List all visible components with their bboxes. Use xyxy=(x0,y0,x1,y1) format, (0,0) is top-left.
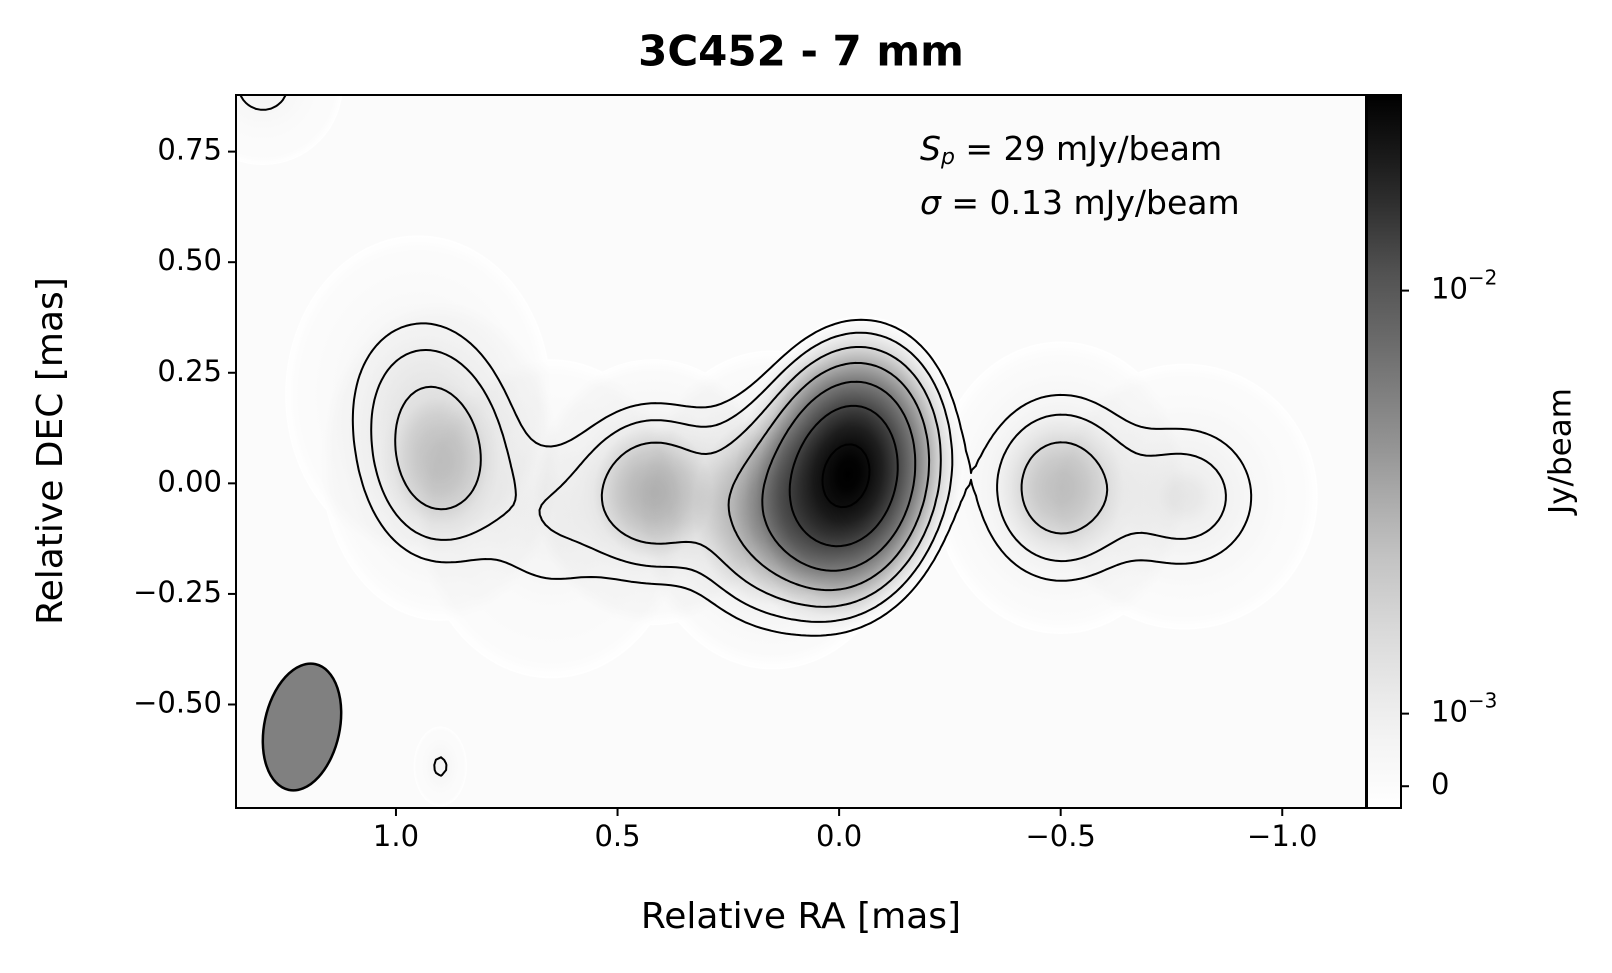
y-tick-label: −0.25 xyxy=(133,575,222,609)
contour xyxy=(761,380,917,572)
annotation-subscript: p xyxy=(940,145,955,170)
component xyxy=(1051,363,1318,630)
colorbar-label: Jy/beam xyxy=(1543,388,1579,516)
component xyxy=(413,726,467,807)
annotation: Sp = 29 mJy/beam xyxy=(920,129,1222,171)
annotation-text: = 29 mJy/beam xyxy=(955,129,1222,168)
component xyxy=(285,235,552,555)
annotation-symbol: S xyxy=(920,129,941,168)
annotation-symbol: σ xyxy=(920,183,942,222)
x-tick-label: 0.5 xyxy=(594,819,640,853)
x-tick-label: −0.5 xyxy=(1025,819,1095,853)
tick-exponent: −2 xyxy=(1468,265,1497,289)
x-tick-label: 1.0 xyxy=(373,819,419,853)
x-axis-label: Relative RA [mas] xyxy=(641,896,961,937)
annotation-text: = 0.13 mJy/beam xyxy=(941,183,1240,222)
y-tick-label: 0.50 xyxy=(157,243,222,277)
y-tick-label: −0.50 xyxy=(133,686,222,720)
component xyxy=(236,95,343,166)
x-tick-label: −1.0 xyxy=(1247,819,1317,853)
chart-title: 3C452 - 7 mm xyxy=(638,27,964,76)
colorbar-tick-label: 10−3 xyxy=(1431,688,1497,729)
contour xyxy=(788,404,899,548)
y-axis-label: Relative DEC [mas] xyxy=(30,277,71,625)
contour xyxy=(821,443,871,509)
tick-base: 10 xyxy=(1431,272,1468,306)
contour xyxy=(394,346,1109,608)
beam xyxy=(261,662,343,792)
colorbar-tick-label: 10−2 xyxy=(1431,265,1497,306)
contour xyxy=(370,331,1227,623)
tick-base: 10 xyxy=(1431,695,1468,729)
x-tick-label: 0.0 xyxy=(816,819,862,853)
contour xyxy=(727,361,931,592)
y-tick-label: 0.75 xyxy=(157,133,222,167)
y-tick-label: 0.00 xyxy=(157,464,222,498)
colorbar xyxy=(1367,95,1401,808)
tick-exponent: −3 xyxy=(1468,688,1497,712)
colorbar-frame xyxy=(1366,94,1402,809)
contours xyxy=(239,95,1253,792)
colorbar-tick-label: 0 xyxy=(1431,767,1449,801)
annotation: σ = 0.13 mJy/beam xyxy=(920,183,1240,222)
y-tick-label: 0.25 xyxy=(157,354,222,388)
